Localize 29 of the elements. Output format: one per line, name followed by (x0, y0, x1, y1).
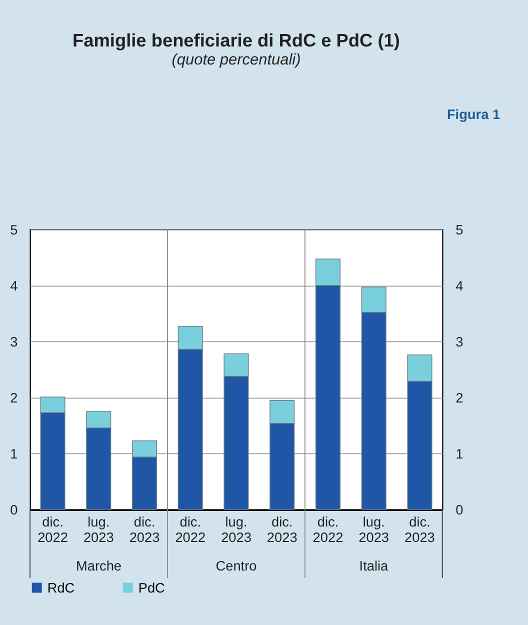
x-tick-label: dic. 2023 (129, 514, 160, 545)
chart-title: Famiglie beneficiarie di RdC e PdC (1) (72, 30, 400, 50)
y-tick-label: 2 (10, 390, 18, 406)
y-tick-label: 4 (10, 278, 18, 294)
text: Figura 1 (446, 107, 500, 122)
y-tick-label: 3 (10, 334, 18, 350)
chart-subtitle: (quote percentuali) (172, 52, 301, 69)
x-tick-label: dic. 2022 (312, 514, 344, 545)
x-tick-label: dic. 2022 (38, 514, 68, 545)
y2-tick-label: 5 (456, 222, 464, 238)
y-tick-label: 0 (10, 502, 18, 518)
y-tick-label: 1 (10, 446, 18, 462)
text: Italia (359, 558, 389, 574)
y-tick-label: 5 (10, 222, 18, 238)
y2-tick-label: 1 (456, 446, 464, 462)
y2-tick-label: 4 (456, 278, 464, 294)
x-tick-label: lug. 2023 (83, 514, 114, 545)
x-tick-label: lug. 2023 (358, 514, 390, 545)
legend-label: RdC (47, 580, 75, 596)
x-tick-label: dic. 2022 (175, 514, 206, 545)
x-tick-label: dic. 2023 (266, 514, 298, 545)
text: Centro (216, 558, 258, 574)
text: Marche (76, 558, 122, 574)
y2-tick-label: 2 (456, 390, 464, 406)
y2-tick-label: 0 (456, 502, 464, 518)
x-tick-label: dic. 2023 (404, 514, 435, 545)
x-tick-label: lug. 2023 (221, 514, 252, 545)
y2-tick-label: 3 (456, 334, 464, 350)
legend-label: PdC (138, 580, 166, 596)
